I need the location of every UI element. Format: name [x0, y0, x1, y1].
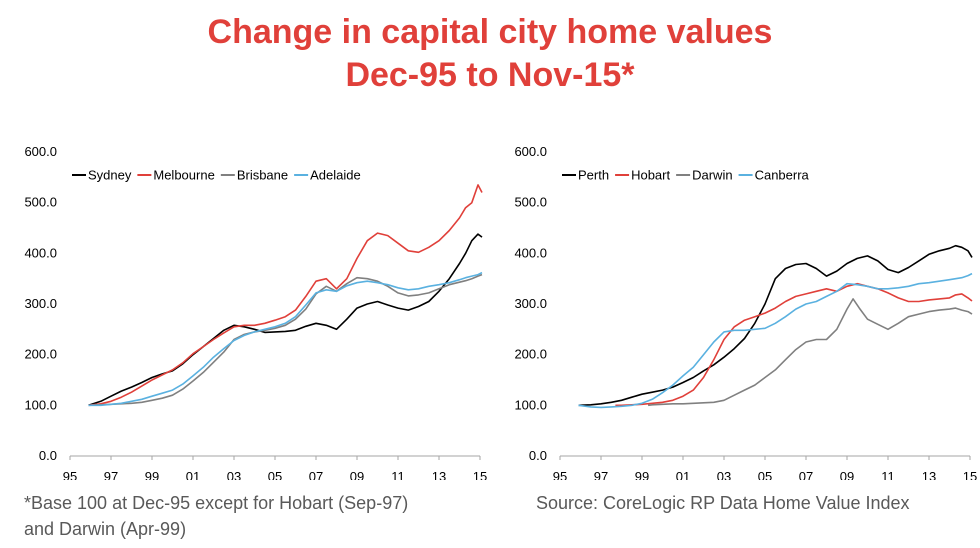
right-x-tick-label: 97 [594, 469, 608, 480]
right-x-tick-label: 09 [840, 469, 854, 480]
left-y-tick-label: 300.0 [24, 296, 57, 311]
legend-label-darwin: Darwin [692, 168, 732, 183]
chart-title-line-1: Change in capital city home values [207, 13, 773, 51]
right-x-tick-label: 05 [758, 469, 772, 480]
left-y-tick-label: 600.0 [24, 144, 57, 159]
left-y-tick-label: 200.0 [24, 347, 57, 362]
chart-title-line-2: Dec-95 to Nov-15* [345, 56, 635, 94]
series-line-darwin [648, 298, 973, 407]
footnote-line-2: and Darwin (Apr-99) [24, 519, 187, 539]
legend-label-sydney: Sydney [88, 168, 132, 183]
left-y-tick-label: 100.0 [24, 397, 57, 412]
right-y-tick-label: 100.0 [514, 397, 547, 412]
legend-label-melbourne: Melbourne [153, 168, 214, 183]
series-line-canberra [578, 272, 973, 409]
series-line-melbourne [88, 184, 483, 407]
left-x-tick-label: 95 [63, 469, 77, 480]
right-y-tick-label: 0.0 [529, 448, 547, 463]
footnote: *Base 100 at Dec-95 except for Hobart (S… [24, 490, 408, 542]
right-x-tick-label: 03 [717, 469, 731, 480]
legend-label-perth: Perth [578, 168, 609, 183]
left-line-chart: 0.0 100.0 200.0 300.0 400.0 500.0 600.0 95 97 99 0… [24, 144, 487, 480]
series-line-adelaide [88, 271, 483, 407]
right-y-tick-label: 200.0 [514, 347, 547, 362]
right-x-tick-label: 15 [963, 469, 977, 480]
left-y-tick-label: 500.0 [24, 195, 57, 210]
left-x-tick-label: 13 [432, 469, 446, 480]
left-x-tick-label: 09 [350, 469, 364, 480]
left-x-tick-label: 11 [391, 469, 405, 480]
right-x-tick-label: 11 [881, 469, 895, 480]
right-x-tick-label: 07 [799, 469, 813, 480]
left-x-tick-label: 05 [268, 469, 282, 480]
series-line-brisbane [88, 273, 483, 407]
left-x-tick-label: 01 [186, 469, 200, 480]
right-x-tick-label: 99 [635, 469, 649, 480]
left-x-tick-label: 07 [309, 469, 323, 480]
series-line-hobart [615, 282, 973, 407]
left-y-tick-label: 0.0 [39, 448, 57, 463]
left-x-tick-label: 15 [473, 469, 487, 480]
right-y-tick-label: 500.0 [514, 195, 547, 210]
right-y-tick-label: 600.0 [514, 144, 547, 159]
right-y-tick-label: 400.0 [514, 245, 547, 260]
left-x-tick-label: 99 [145, 469, 159, 480]
legend-label-adelaide: Adelaide [310, 168, 361, 183]
legend-label-canberra: Canberra [755, 168, 810, 183]
left-x-tick-label: 03 [227, 469, 241, 480]
right-y-tick-label: 300.0 [514, 296, 547, 311]
footnote-line-1: *Base 100 at Dec-95 except for Hobart (S… [24, 493, 409, 513]
right-line-chart: 0.0 100.0 200.0 300.0 400.0 500.0 600.0 95 97 99 0… [514, 144, 977, 480]
legend-label-brisbane: Brisbane [237, 168, 288, 183]
left-y-tick-label: 400.0 [24, 245, 57, 260]
source-note: Source: CoreLogic RP Data Home Value Ind… [536, 493, 910, 513]
series-line-sydney [88, 233, 483, 407]
right-x-tick-label: 13 [922, 469, 936, 480]
legend-label-hobart: Hobart [631, 168, 670, 183]
right-x-tick-label: 95 [553, 469, 567, 480]
left-x-tick-label: 97 [104, 469, 118, 480]
right-x-tick-label: 01 [676, 469, 690, 480]
series-line-perth [578, 244, 973, 407]
